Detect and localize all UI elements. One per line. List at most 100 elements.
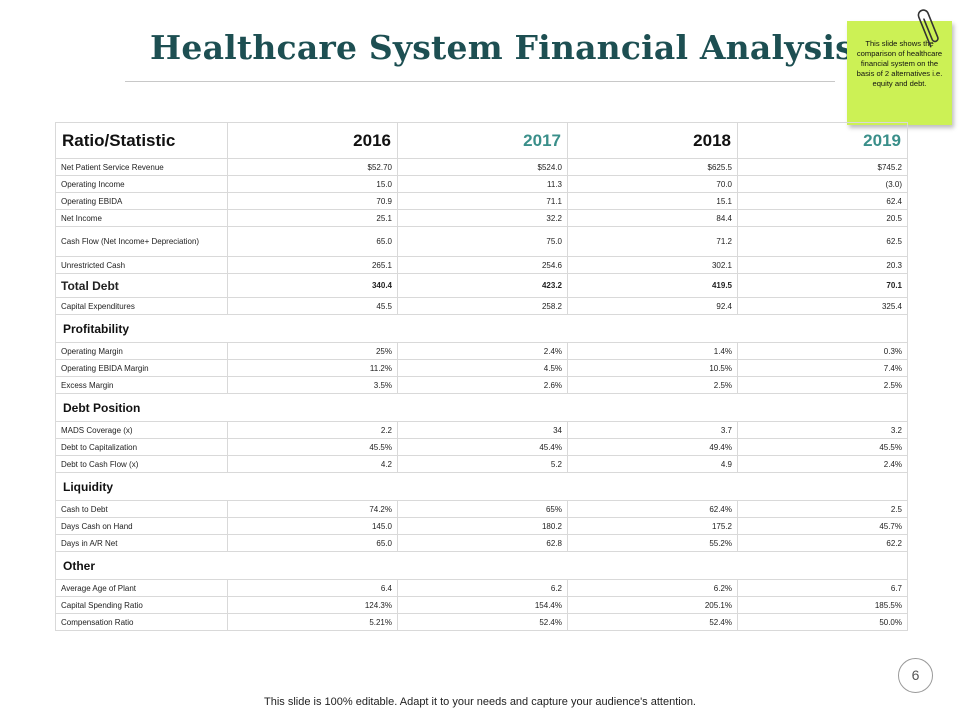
row-label: Operating Income: [55, 175, 228, 193]
cell-value: 71.1: [397, 192, 568, 210]
cell-value: 15.0: [227, 175, 398, 193]
table-row: Capital Spending Ratio 124.3% 154.4% 205…: [55, 596, 908, 614]
cell-value: 2.2: [227, 421, 398, 439]
slide-title: Healthcare System Financial Analysis: [150, 28, 854, 67]
cell-value: 70.9: [227, 192, 398, 210]
cell-value: 4.5%: [397, 359, 568, 377]
cell-value: 52.4%: [397, 613, 568, 631]
header-year: 2017: [397, 122, 568, 159]
cell-value: 145.0: [227, 517, 398, 535]
cell-value: 265.1: [227, 256, 398, 274]
cell-value: 6.4: [227, 579, 398, 597]
cell-value: 20.3: [737, 256, 908, 274]
row-label: Net Income: [55, 209, 228, 227]
cell-value: 180.2: [397, 517, 568, 535]
table-row: Cash Flow (Net Income+ Depreciation) 65.…: [55, 226, 908, 257]
row-label: Cash Flow (Net Income+ Depreciation): [55, 226, 228, 257]
cell-value: 45.5%: [227, 438, 398, 456]
section-row-other: Other: [55, 551, 908, 580]
cell-value: 302.1: [567, 256, 738, 274]
cell-value: 154.4%: [397, 596, 568, 614]
cell-value: 2.4%: [737, 455, 908, 473]
cell-value: 84.4: [567, 209, 738, 227]
cell-value: 124.3%: [227, 596, 398, 614]
paperclip-icon: [917, 9, 939, 48]
cell-value: 2.5: [737, 500, 908, 518]
row-label: Operating EBIDA: [55, 192, 228, 210]
cell-value: $524.0: [397, 158, 568, 176]
title-divider: [125, 81, 835, 82]
table-row: Operating EBIDA Margin 11.2% 4.5% 10.5% …: [55, 359, 908, 377]
row-label: Debt to Cash Flow (x): [55, 455, 228, 473]
cell-value: 32.2: [397, 209, 568, 227]
cell-value: 11.3: [397, 175, 568, 193]
cell-value: 62.8: [397, 534, 568, 552]
section-heading: Profitability: [55, 314, 908, 343]
header-ratio-statistic: Ratio/Statistic: [55, 122, 228, 159]
row-label: Days in A/R Net: [55, 534, 228, 552]
cell-value: 20.5: [737, 209, 908, 227]
cell-value: 45.5%: [737, 438, 908, 456]
table-row: MADS Coverage (x) 2.2 34 3.7 3.2: [55, 421, 908, 439]
cell-value: 45.7%: [737, 517, 908, 535]
cell-value: 71.2: [567, 226, 738, 257]
cell-value: 11.2%: [227, 359, 398, 377]
table-row: Operating Income 15.0 11.3 70.0 (3.0): [55, 175, 908, 193]
table-row: Net Income 25.1 32.2 84.4 20.5: [55, 209, 908, 227]
table-header-row: Ratio/Statistic 2016 2017 2018 2019: [55, 122, 908, 159]
cell-value: 10.5%: [567, 359, 738, 377]
cell-value: 62.4%: [567, 500, 738, 518]
row-label: Days Cash on Hand: [55, 517, 228, 535]
section-heading: Other: [55, 551, 908, 580]
sticky-note-text: This slide shows the comparison of healt…: [856, 39, 943, 89]
cell-value: 258.2: [397, 297, 568, 315]
cell-value: 423.2: [397, 273, 568, 298]
cell-value: 50.0%: [737, 613, 908, 631]
header-year: 2019: [737, 122, 908, 159]
section-row-profitability: Profitability: [55, 314, 908, 343]
cell-value: 2.6%: [397, 376, 568, 394]
table-row: Operating Margin 25% 2.4% 1.4% 0.3%: [55, 342, 908, 360]
cell-value: 25%: [227, 342, 398, 360]
section-heading: Debt Position: [55, 393, 908, 422]
cell-value: 3.7: [567, 421, 738, 439]
cell-value: 3.5%: [227, 376, 398, 394]
table-row: Unrestricted Cash 265.1 254.6 302.1 20.3: [55, 256, 908, 274]
cell-value: 6.2%: [567, 579, 738, 597]
cell-value: 65%: [397, 500, 568, 518]
section-row-debt-position: Debt Position: [55, 393, 908, 422]
page-number: 6: [898, 658, 933, 693]
cell-value: 2.5%: [567, 376, 738, 394]
table-row: Net Patient Service Revenue $52.70 $524.…: [55, 158, 908, 176]
header-year: 2016: [227, 122, 398, 159]
row-label: Capital Expenditures: [55, 297, 228, 315]
table-row: Capital Expenditures 45.5 258.2 92.4 325…: [55, 297, 908, 315]
footer-text: This slide is 100% editable. Adapt it to…: [264, 696, 696, 708]
cell-value: $52.70: [227, 158, 398, 176]
cell-value: 70.0: [567, 175, 738, 193]
cell-value: 49.4%: [567, 438, 738, 456]
cell-value: 34: [397, 421, 568, 439]
table-row: Cash to Debt 74.2% 65% 62.4% 2.5: [55, 500, 908, 518]
row-label: MADS Coverage (x): [55, 421, 228, 439]
cell-value: 419.5: [567, 273, 738, 298]
cell-value: 175.2: [567, 517, 738, 535]
cell-value: 45.5: [227, 297, 398, 315]
table-row: Days Cash on Hand 145.0 180.2 175.2 45.7…: [55, 517, 908, 535]
cell-value: 52.4%: [567, 613, 738, 631]
financial-table: Ratio/Statistic 2016 2017 2018 2019 Net …: [55, 122, 908, 631]
cell-value: 4.2: [227, 455, 398, 473]
cell-value: 254.6: [397, 256, 568, 274]
cell-value: 2.5%: [737, 376, 908, 394]
cell-value: 325.4: [737, 297, 908, 315]
cell-value: 185.5%: [737, 596, 908, 614]
cell-value: 205.1%: [567, 596, 738, 614]
table-row: Debt to Capitalization 45.5% 45.4% 49.4%…: [55, 438, 908, 456]
cell-value: 92.4: [567, 297, 738, 315]
row-label: Excess Margin: [55, 376, 228, 394]
cell-value: 62.5: [737, 226, 908, 257]
cell-value: 5.2: [397, 455, 568, 473]
row-label: Net Patient Service Revenue: [55, 158, 228, 176]
cell-value: 1.4%: [567, 342, 738, 360]
row-label: Total Debt: [55, 273, 228, 298]
